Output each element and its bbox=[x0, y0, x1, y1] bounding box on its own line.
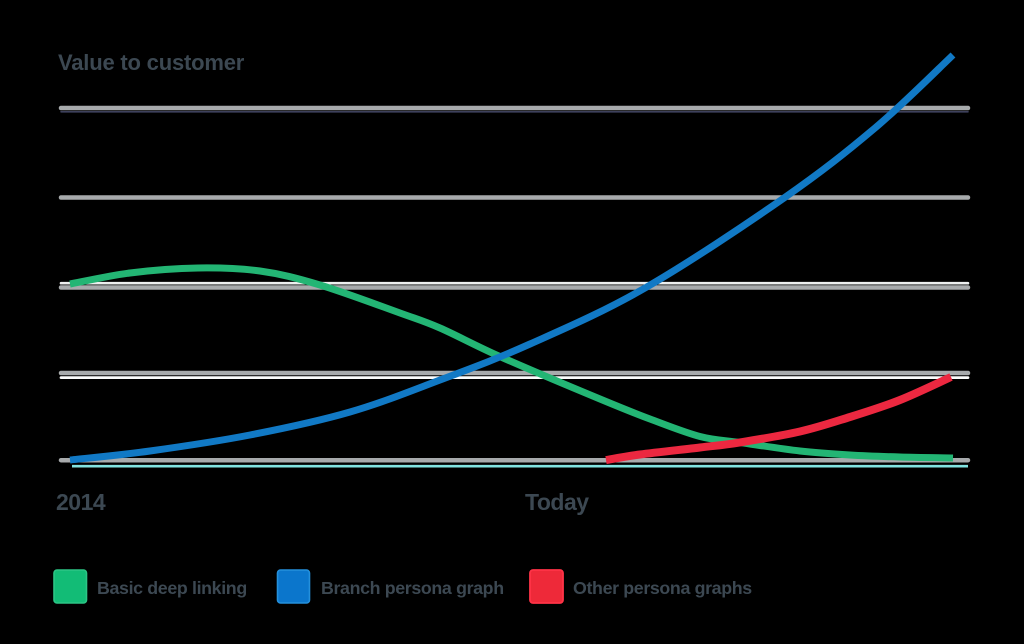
svg-text:2014: 2014 bbox=[56, 489, 106, 515]
svg-text:Other persona graphs: Other persona graphs bbox=[573, 578, 752, 598]
svg-text:Today: Today bbox=[525, 489, 589, 515]
svg-text:Basic deep linking: Basic deep linking bbox=[97, 578, 247, 598]
svg-text:Value to customer: Value to customer bbox=[58, 50, 245, 75]
svg-text:Branch persona graph: Branch persona graph bbox=[321, 578, 504, 598]
